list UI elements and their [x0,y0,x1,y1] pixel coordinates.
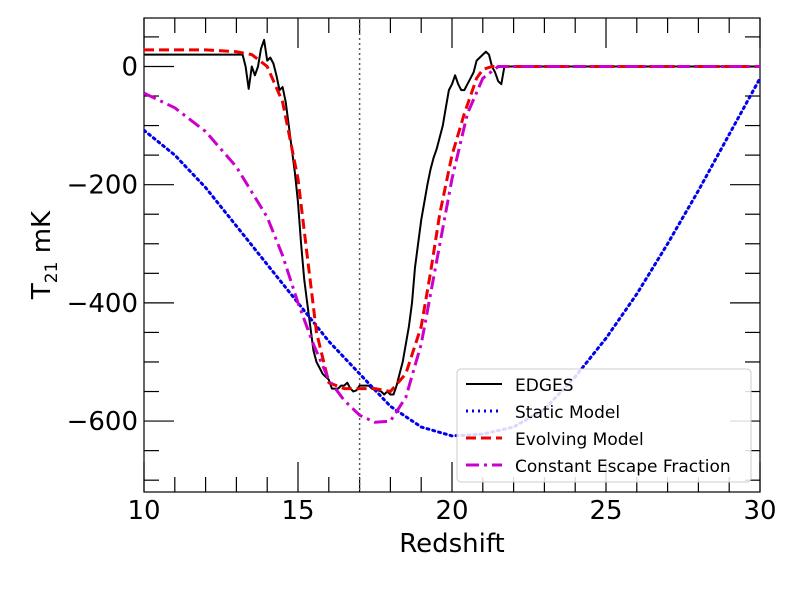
y-tick-label: −600 [67,407,138,437]
x-tick-label: 25 [589,496,622,526]
y-tick-label: −200 [67,171,138,201]
x-tick-label: 30 [743,496,776,526]
y-axis-label-main: T [27,283,57,300]
series-layer [144,38,760,438]
legend: EDGES Static Model Evolving Model Consta… [456,368,752,483]
legend-label-static-model: Static Model [515,403,620,423]
ticks-layer: 10 15 20 25 30 0 −200 −400 −600 [67,18,777,526]
x-tick-label: 10 [127,496,160,526]
series-line-edges [144,38,760,396]
y-tick-label: −400 [67,289,138,319]
legend-label-edges: EDGES [515,376,574,396]
series-line-evolving-model [144,48,760,393]
x-tick-label: 20 [435,496,468,526]
y-axis-label: T21 mK [27,210,62,300]
y-axis-label-sub: 21 [42,262,62,284]
legend-label-constant-escape-fraction: Constant Escape Fraction [515,457,731,477]
series-line-constant-escape-fraction [144,65,760,424]
series-line-static-model [144,76,760,438]
x-axis-label: Redshift [399,529,505,559]
legend-box [456,368,752,483]
y-tick-label: 0 [121,52,138,82]
x-tick-label: 15 [281,496,314,526]
y-axis-label-unit: mK [27,210,57,262]
legend-label-evolving-model: Evolving Model [515,430,644,450]
